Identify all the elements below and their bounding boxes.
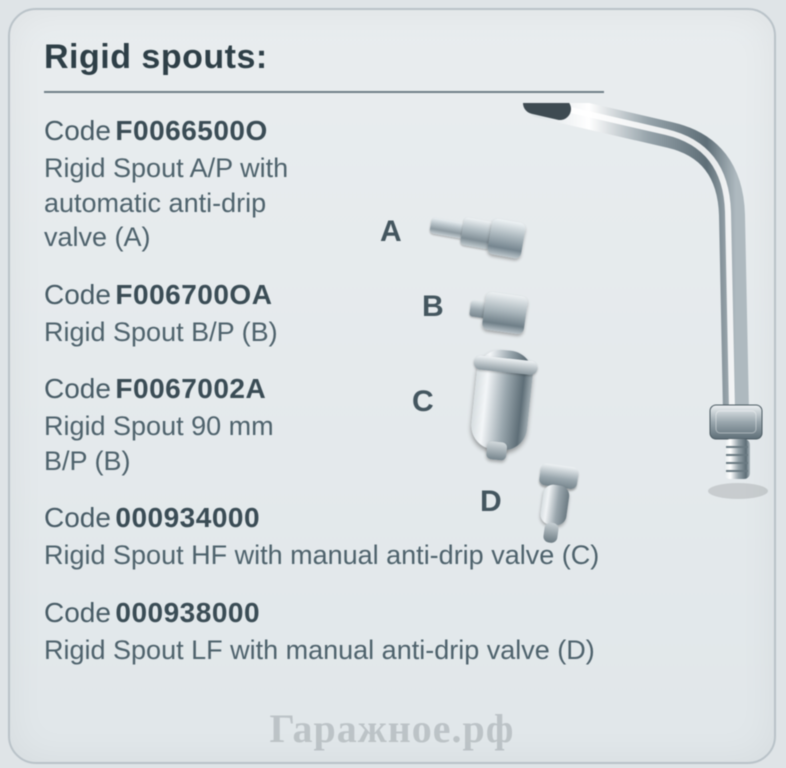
code-value: F0067002A [115,373,266,404]
product-description: Rigid Spout LF with manual anti-drip val… [44,633,740,668]
code-prefix: Code [44,279,111,310]
product-entry: Code 000934000 Rigid Spout HF with manua… [44,502,740,573]
product-description: Rigid Spout HF with manual anti-drip val… [44,538,740,573]
product-description: Rigid Spout A/P with automatic anti-drip… [44,151,324,255]
product-entry: Code F0067002A Rigid Spout 90 mm B/P (B) [44,373,740,478]
watermark-text: Гаражное.рф [10,705,774,752]
code-prefix: Code [44,115,111,146]
catalog-card: Rigid spouts: Code F0066500O Rigid Spout… [8,8,776,764]
code-prefix: Code [44,597,111,628]
product-entry: Code F0066500O Rigid Spout A/P with auto… [44,115,740,255]
title-divider [44,91,604,93]
code-prefix: Code [44,502,111,533]
product-entry: Code 000938000 Rigid Spout LF with manua… [44,597,740,668]
product-description: Rigid Spout B/P (B) [44,315,324,350]
product-entry: Code F006700OA Rigid Spout B/P (B) [44,279,740,350]
product-description: Rigid Spout 90 mm B/P (B) [44,409,324,478]
code-value: 000934000 [115,502,260,533]
code-value: 000938000 [115,597,260,628]
code-prefix: Code [44,373,111,404]
card-content: Rigid spouts: Code F0066500O Rigid Spout… [10,10,774,709]
code-value: F0066500O [115,115,267,146]
section-title: Rigid spouts: [44,38,740,77]
code-value: F006700OA [115,279,272,310]
